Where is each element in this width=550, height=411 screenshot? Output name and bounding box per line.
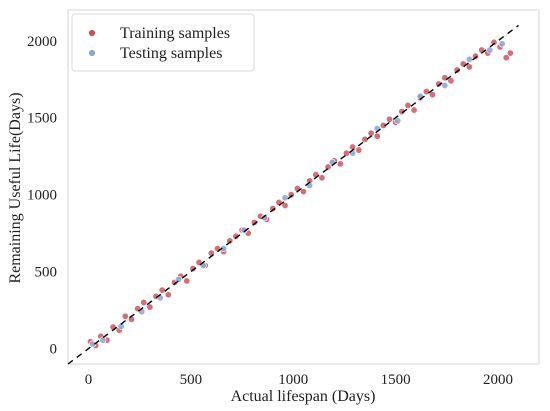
training-point-30 [269, 205, 277, 213]
testing-point-19 [486, 46, 494, 54]
training-point-10 [146, 303, 154, 311]
x-axis-label: Actual lifespan (Days) [231, 388, 376, 405]
testing-point-17 [441, 81, 449, 89]
training-point-62 [465, 63, 473, 71]
y-tick-label-0: 0 [50, 342, 58, 358]
training-point-41 [336, 160, 344, 168]
x-tick-label-3: 1500 [381, 372, 411, 388]
training-point-33 [287, 191, 295, 199]
legend: Training samples Testing samples [71, 13, 255, 72]
training-point-44 [355, 146, 363, 154]
testing-point-10 [281, 194, 289, 202]
reference-line [67, 24, 519, 365]
training-point-59 [447, 77, 455, 85]
training-point-63 [472, 52, 480, 60]
training-point-38 [318, 174, 326, 182]
legend-marker-training [88, 29, 96, 37]
training-point-32 [281, 201, 289, 209]
training-point-49 [386, 115, 394, 123]
legend-label-testing: Testing samples [120, 45, 222, 62]
y-tick-label-2: 1000 [27, 188, 57, 204]
y-axis-ticks: 0 500 1000 1500 2000 [27, 34, 57, 358]
training-point-55 [422, 88, 430, 96]
y-tick-label-3: 1500 [27, 111, 57, 127]
x-tick-label-1: 500 [180, 372, 203, 388]
training-point-35 [299, 188, 307, 196]
legend-box [71, 13, 255, 72]
training-point-16 [183, 277, 191, 285]
x-tick-label-0: 0 [85, 372, 93, 388]
y-tick-label-4: 2000 [27, 34, 57, 50]
training-point-12 [158, 286, 166, 294]
training-point-6 [121, 312, 129, 320]
y-axis-label: Remaining Useful Life(Days) [7, 92, 24, 283]
y-tick-label-1: 500 [35, 265, 58, 281]
training-point-66 [490, 38, 498, 46]
testing-point-15 [394, 117, 402, 125]
x-tick-label-2: 1000 [278, 372, 308, 388]
training-point-13 [164, 291, 172, 299]
training-point-53 [410, 106, 418, 114]
plot-frame [67, 9, 540, 365]
legend-label-training: Training samples [120, 25, 230, 42]
training-point-39 [324, 163, 332, 171]
training-point-68 [502, 54, 510, 62]
x-tick-label-4: 2000 [483, 372, 513, 388]
training-point-47 [373, 132, 381, 140]
training-point-52 [404, 101, 412, 109]
training-point-23 [226, 237, 234, 245]
testing-point-20 [498, 40, 506, 48]
testing-point-5 [175, 275, 183, 283]
testing-point-1 [99, 336, 107, 344]
legend-marker-testing [88, 49, 96, 57]
training-point-42 [342, 149, 350, 157]
testing-point-2 [117, 322, 125, 330]
training-point-56 [429, 91, 437, 99]
testing-point-18 [465, 55, 473, 63]
training-point-60 [453, 66, 461, 74]
training-point-69 [506, 49, 514, 57]
training-point-9 [140, 298, 148, 306]
x-axis-ticks: 0 500 1000 1500 2000 [85, 372, 513, 388]
